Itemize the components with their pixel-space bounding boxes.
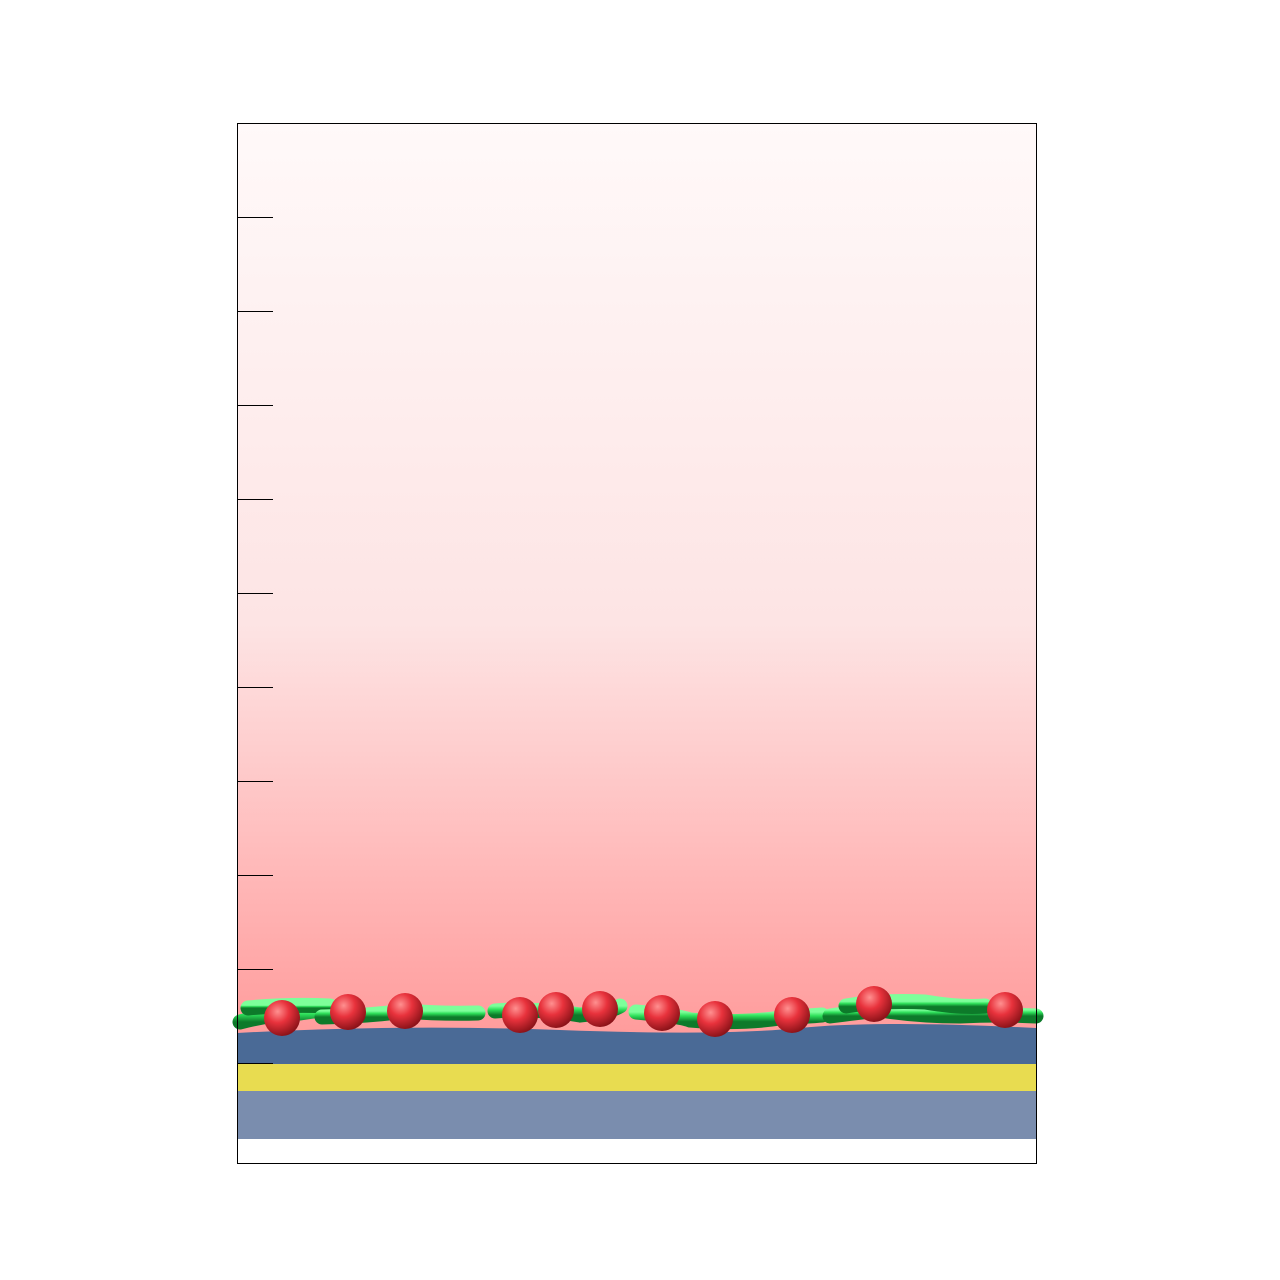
solution-region: [237, 123, 1036, 1033]
tick-marks: [237, 217, 273, 1064]
charged-beads: [264, 986, 1023, 1037]
sphere-icon: [644, 995, 680, 1031]
sphere-icon: [538, 992, 574, 1028]
sphere-icon: [856, 986, 892, 1022]
surface-layer: [237, 1024, 1036, 1064]
sphere-icon: [387, 993, 423, 1029]
sphere-icon: [502, 997, 538, 1033]
middle-layer: [237, 1064, 1036, 1091]
bottom-layer: [237, 1091, 1036, 1139]
sphere-icon: [697, 1001, 733, 1037]
sphere-icon: [582, 991, 618, 1027]
frame-border: [237, 123, 1037, 1164]
base-white: [237, 1139, 1036, 1164]
sphere-icon: [264, 1000, 300, 1036]
sphere-icon: [774, 997, 810, 1033]
sphere-icon: [987, 992, 1023, 1028]
sphere-icon: [330, 994, 366, 1030]
